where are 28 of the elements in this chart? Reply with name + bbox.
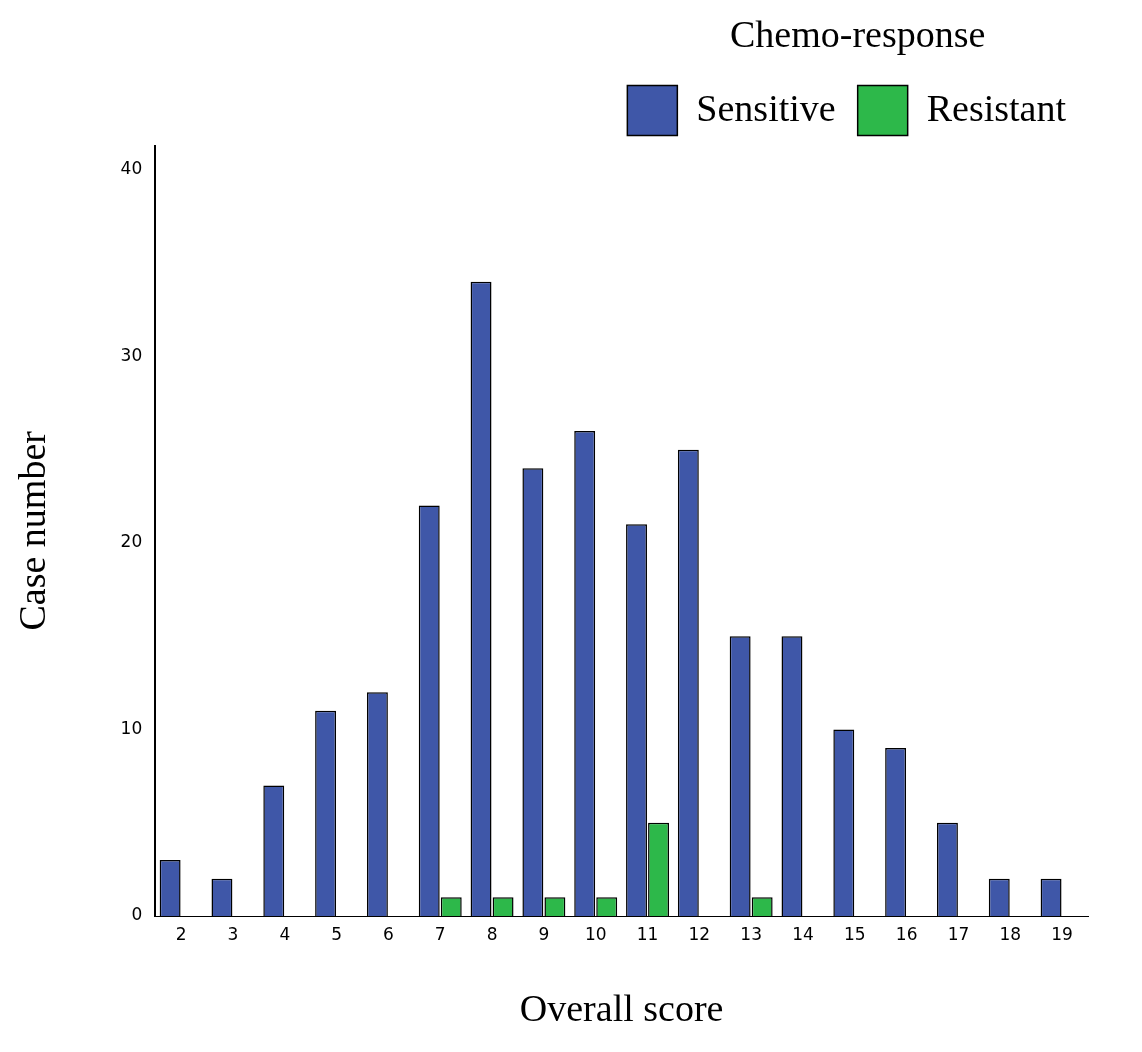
x-tick-label: 4	[279, 923, 291, 944]
x-tick-label: 10	[584, 923, 607, 944]
y-tick-label: 0	[131, 904, 143, 925]
x-tick-label: 16	[895, 923, 918, 944]
x-tick-label: 8	[486, 923, 498, 944]
x-tick-label: 14	[792, 923, 814, 944]
x-tick-label: 11	[636, 923, 659, 944]
x-tick-label: 15	[843, 923, 866, 944]
legend-title: Chemo-response	[729, 12, 986, 55]
x-tick-label: 6	[383, 923, 394, 944]
x-tick-label: 17	[947, 923, 970, 944]
x-tick-label: 2	[175, 923, 187, 944]
x-tick-label: 5	[331, 923, 343, 944]
x-tick-label: 18	[999, 923, 1022, 944]
x-tick-label: 19	[1051, 923, 1073, 944]
legend-label: Resistant	[926, 86, 1067, 129]
x-tick-label: 12	[688, 923, 711, 944]
x-tick-label: 13	[740, 923, 762, 944]
y-axis-title: Case number	[10, 430, 53, 631]
x-tick-label: 3	[227, 923, 239, 944]
y-tick-label: 10	[120, 717, 143, 738]
y-tick-label: 30	[120, 344, 143, 365]
legend-label: Sensitive	[696, 86, 836, 129]
x-tick-label: 7	[434, 923, 446, 944]
x-axis-title: Overall score	[519, 987, 724, 1030]
x-tick-label: 9	[538, 923, 550, 944]
y-tick-label: 20	[120, 531, 143, 552]
y-tick-label: 40	[120, 158, 143, 179]
